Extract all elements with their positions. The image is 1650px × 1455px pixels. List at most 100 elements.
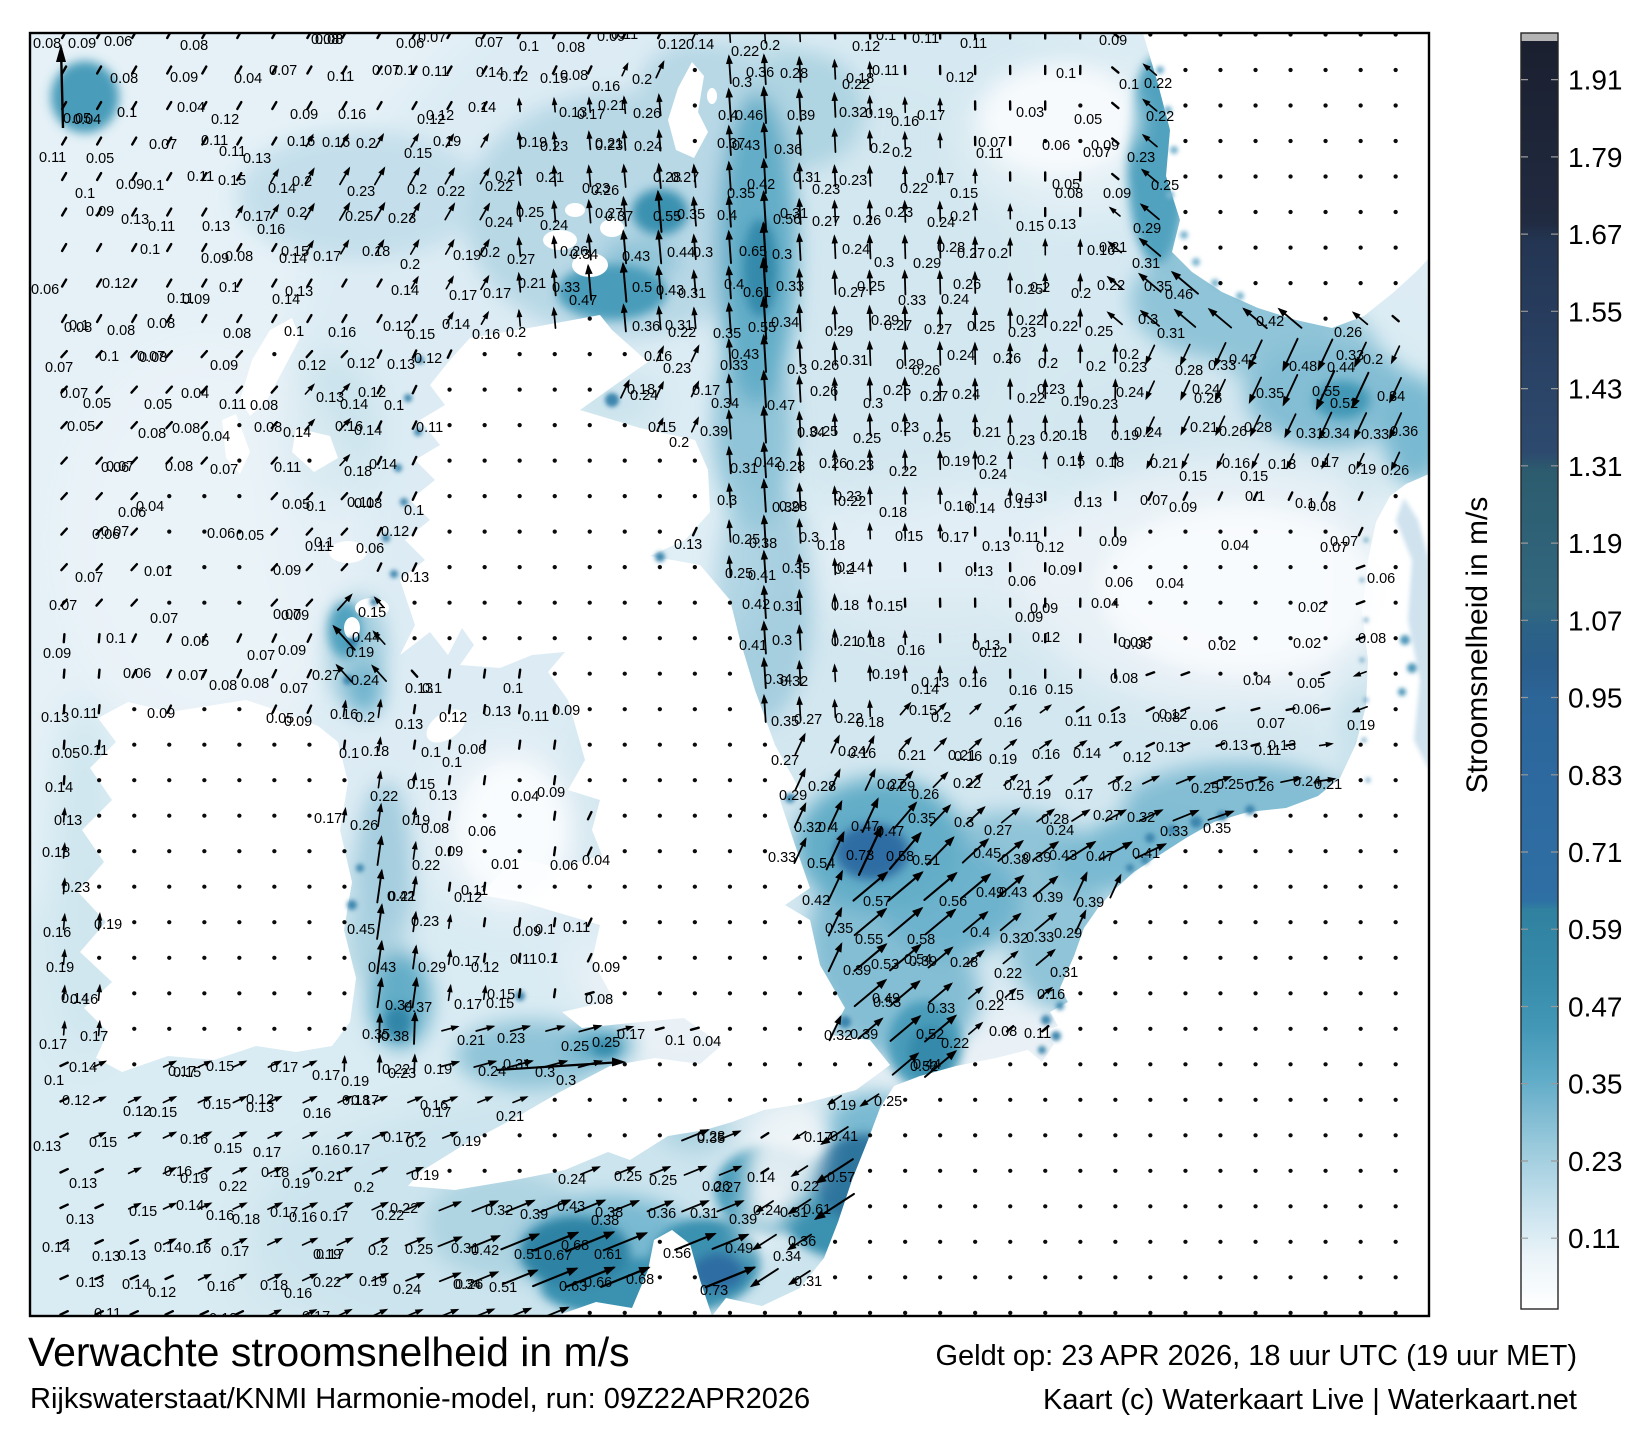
svg-text:0.06: 0.06 [1367, 571, 1395, 587]
svg-text:0.24: 0.24 [753, 1203, 781, 1219]
svg-text:0.47: 0.47 [569, 293, 597, 309]
svg-text:0.09: 0.09 [537, 785, 565, 801]
svg-text:0.23: 0.23 [1119, 360, 1147, 376]
svg-text:0.18: 0.18 [232, 1212, 260, 1228]
svg-text:0.14: 0.14 [283, 425, 311, 441]
svg-text:Geldt op: 23 APR 2026, 18 uur: Geldt op: 23 APR 2026, 18 uur UTC (19 uu… [935, 1340, 1577, 1372]
svg-text:0.08: 0.08 [585, 992, 613, 1008]
svg-text:0.16: 0.16 [312, 1143, 340, 1159]
svg-text:0.35: 0.35 [825, 921, 853, 937]
svg-text:0.11: 0.11 [960, 36, 987, 52]
svg-text:0.05: 0.05 [52, 746, 80, 762]
svg-text:0.38: 0.38 [591, 1213, 619, 1229]
svg-text:0.06: 0.06 [101, 460, 129, 476]
svg-text:0.24: 0.24 [927, 215, 955, 231]
svg-text:0.19: 0.19 [282, 1176, 310, 1192]
svg-text:0.08: 0.08 [139, 350, 167, 366]
svg-text:0.18: 0.18 [361, 744, 389, 760]
svg-text:0.28: 0.28 [1175, 363, 1203, 379]
svg-text:0.37: 0.37 [404, 1000, 432, 1016]
svg-text:0.17: 0.17 [423, 1105, 451, 1121]
svg-text:0.35: 0.35 [1203, 821, 1231, 837]
svg-text:0.12: 0.12 [381, 524, 409, 540]
svg-text:0.56: 0.56 [773, 212, 801, 228]
svg-text:0.14: 0.14 [911, 682, 939, 698]
svg-text:0.23: 0.23 [388, 211, 416, 227]
svg-text:0.26: 0.26 [560, 244, 588, 260]
svg-text:0.3: 0.3 [772, 633, 792, 649]
svg-text:0.34: 0.34 [771, 315, 799, 331]
svg-text:0.26: 0.26 [1246, 779, 1274, 795]
svg-text:0.22: 0.22 [219, 1179, 247, 1195]
svg-text:0.17: 0.17 [316, 1247, 344, 1263]
svg-text:0.27: 0.27 [595, 206, 623, 222]
svg-text:0.08: 0.08 [165, 459, 193, 475]
svg-text:0.23: 0.23 [411, 914, 439, 930]
svg-text:0.51: 0.51 [912, 853, 940, 869]
svg-text:0.54: 0.54 [904, 952, 932, 968]
svg-text:0.12: 0.12 [123, 1104, 151, 1120]
svg-text:0.26: 0.26 [819, 456, 847, 472]
svg-text:0.19: 0.19 [313, 1247, 341, 1263]
svg-text:0.06: 0.06 [207, 526, 235, 542]
svg-text:0.36: 0.36 [774, 142, 802, 158]
svg-text:0.08: 0.08 [557, 40, 585, 56]
svg-text:0.25: 0.25 [810, 424, 838, 440]
svg-text:0.11: 0.11 [976, 146, 1003, 162]
svg-text:0.24: 0.24 [838, 744, 866, 760]
svg-text:0.06: 0.06 [1292, 702, 1320, 718]
svg-text:0.33: 0.33 [1208, 358, 1236, 374]
svg-text:0.22: 0.22 [382, 1062, 410, 1078]
svg-text:0.73: 0.73 [846, 848, 874, 864]
svg-text:0.28: 0.28 [779, 499, 807, 515]
svg-text:0.24: 0.24 [630, 388, 658, 404]
svg-text:0.08: 0.08 [560, 68, 588, 84]
svg-text:0.13: 0.13 [483, 704, 511, 720]
svg-text:0.11: 0.11 [1568, 1223, 1620, 1254]
svg-text:0.08: 0.08 [110, 71, 138, 87]
svg-text:0.42: 0.42 [1229, 352, 1257, 368]
svg-text:0.27: 0.27 [884, 318, 912, 334]
svg-text:0.07: 0.07 [372, 63, 400, 79]
svg-text:0.03: 0.03 [1118, 635, 1146, 651]
svg-text:0.45: 0.45 [973, 846, 1001, 862]
svg-text:0.18: 0.18 [831, 598, 859, 614]
svg-text:1.19: 1.19 [1568, 528, 1623, 559]
svg-text:0.35: 0.35 [782, 561, 810, 577]
svg-text:0.18: 0.18 [879, 505, 907, 521]
svg-text:0.24: 0.24 [952, 387, 980, 403]
svg-text:0.16: 0.16 [328, 325, 356, 341]
svg-text:0.09: 0.09 [182, 292, 210, 308]
svg-text:0.11: 0.11 [327, 69, 354, 85]
svg-text:0.29: 0.29 [1133, 221, 1161, 237]
svg-text:0.07: 0.07 [49, 598, 77, 614]
svg-text:0.18: 0.18 [261, 1165, 289, 1181]
svg-text:0.4: 0.4 [718, 108, 738, 124]
svg-text:0.09: 0.09 [86, 204, 114, 220]
svg-text:0.51: 0.51 [489, 1280, 517, 1296]
svg-text:0.36: 0.36 [746, 65, 774, 81]
svg-text:0.2: 0.2 [292, 174, 312, 190]
svg-text:0.44: 0.44 [1327, 360, 1355, 376]
svg-text:0.27: 0.27 [924, 322, 952, 338]
svg-text:0.13: 0.13 [1268, 738, 1296, 754]
svg-text:0.42: 0.42 [742, 597, 770, 613]
svg-text:0.13: 0.13 [401, 570, 429, 586]
svg-text:0.55: 0.55 [855, 932, 883, 948]
svg-text:0.22: 0.22 [313, 1275, 341, 1291]
svg-text:0.08: 0.08 [172, 421, 200, 437]
svg-text:0.21: 0.21 [1150, 456, 1178, 472]
svg-text:0.11: 0.11 [416, 420, 443, 436]
svg-text:0.24: 0.24 [478, 1064, 506, 1080]
svg-text:0.22: 0.22 [953, 776, 981, 792]
svg-text:1.55: 1.55 [1568, 296, 1623, 327]
svg-text:0.07: 0.07 [106, 459, 134, 475]
svg-text:0.23: 0.23 [891, 420, 919, 436]
svg-text:0.17: 0.17 [452, 954, 480, 970]
svg-text:0.12: 0.12 [1036, 540, 1064, 556]
svg-text:0.19: 0.19 [1347, 718, 1375, 734]
svg-text:0.2: 0.2 [1071, 286, 1091, 302]
svg-text:0.2: 0.2 [760, 38, 780, 54]
svg-text:0.19: 0.19 [453, 248, 481, 264]
svg-text:0.22: 0.22 [1017, 391, 1045, 407]
